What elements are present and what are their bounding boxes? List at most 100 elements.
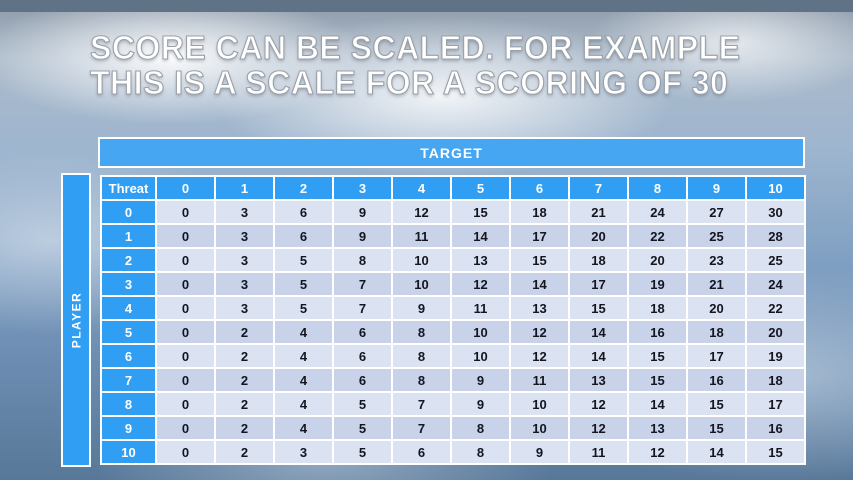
score-cell: 9: [511, 441, 568, 463]
col-header-1: 1: [216, 177, 273, 199]
score-cell: 15: [570, 297, 627, 319]
score-cell: 7: [334, 273, 391, 295]
score-cell: 23: [688, 249, 745, 271]
score-cell: 18: [570, 249, 627, 271]
col-header-3: 3: [334, 177, 391, 199]
score-cell: 20: [688, 297, 745, 319]
score-cell: 21: [688, 273, 745, 295]
score-cell: 6: [275, 225, 332, 247]
score-cell: 15: [747, 441, 804, 463]
score-cell: 16: [688, 369, 745, 391]
score-cell: 8: [393, 345, 450, 367]
score-cell: 15: [511, 249, 568, 271]
score-cell: 25: [747, 249, 804, 271]
score-cell: 6: [334, 345, 391, 367]
score-cell: 18: [629, 297, 686, 319]
score-cell: 0: [157, 345, 214, 367]
score-cell: 28: [747, 225, 804, 247]
score-cell: 10: [393, 273, 450, 295]
score-cell: 3: [216, 201, 273, 223]
row-header-9: 9: [102, 417, 155, 439]
score-cell: 19: [629, 273, 686, 295]
score-cell: 9: [452, 369, 509, 391]
score-cell: 0: [157, 441, 214, 463]
row-header-4: 4: [102, 297, 155, 319]
score-cell: 12: [452, 273, 509, 295]
score-cell: 3: [216, 273, 273, 295]
score-cell: 11: [570, 441, 627, 463]
score-cell: 8: [452, 441, 509, 463]
score-cell: 9: [334, 225, 391, 247]
score-cell: 0: [157, 417, 214, 439]
score-cell: 7: [393, 393, 450, 415]
score-cell: 11: [452, 297, 509, 319]
col-header-0: 0: [157, 177, 214, 199]
score-cell: 15: [629, 369, 686, 391]
score-cell: 15: [452, 201, 509, 223]
score-cell: 14: [511, 273, 568, 295]
score-cell: 21: [570, 201, 627, 223]
score-cell: 2: [216, 321, 273, 343]
row-header-10: 10: [102, 441, 155, 463]
score-cell: 3: [216, 297, 273, 319]
col-header-8: 8: [629, 177, 686, 199]
score-cell: 16: [629, 321, 686, 343]
row-header-6: 6: [102, 345, 155, 367]
score-cell: 14: [452, 225, 509, 247]
score-cell: 9: [452, 393, 509, 415]
score-cell: 14: [570, 345, 627, 367]
score-cell: 20: [747, 321, 804, 343]
score-cell: 14: [570, 321, 627, 343]
score-cell: 2: [216, 417, 273, 439]
score-cell: 4: [275, 393, 332, 415]
col-header-7: 7: [570, 177, 627, 199]
threat-corner-label: Threat: [102, 177, 155, 199]
score-cell: 5: [334, 393, 391, 415]
score-cell: 20: [570, 225, 627, 247]
score-cell: 0: [157, 201, 214, 223]
score-cell: 7: [334, 297, 391, 319]
score-cell: 0: [157, 393, 214, 415]
score-cell: 0: [157, 249, 214, 271]
score-cell: 10: [452, 345, 509, 367]
score-cell: 3: [216, 249, 273, 271]
row-header-3: 3: [102, 273, 155, 295]
score-cell: 3: [275, 441, 332, 463]
score-cell: 12: [570, 393, 627, 415]
score-cell: 30: [747, 201, 804, 223]
slide-title: SCORE CAN BE SCALED. FOR EXAMPLE THIS IS…: [89, 29, 741, 102]
title-line-2: THIS IS A SCALE FOR A SCORING OF 30: [89, 64, 729, 102]
score-cell: 4: [275, 417, 332, 439]
score-cell: 15: [688, 417, 745, 439]
col-header-9: 9: [688, 177, 745, 199]
row-header-1: 1: [102, 225, 155, 247]
title-line-1: SCORE CAN BE SCALED. FOR EXAMPLE: [89, 29, 741, 66]
score-cell: 8: [393, 321, 450, 343]
score-cell: 18: [747, 369, 804, 391]
score-cell: 15: [688, 393, 745, 415]
score-cell: 0: [157, 297, 214, 319]
score-cell: 7: [393, 417, 450, 439]
score-cell: 13: [511, 297, 568, 319]
score-cell: 20: [629, 249, 686, 271]
score-cell: 12: [393, 201, 450, 223]
row-header-5: 5: [102, 321, 155, 343]
col-header-4: 4: [393, 177, 450, 199]
row-header-0: 0: [102, 201, 155, 223]
score-cell: 0: [157, 369, 214, 391]
score-cell: 14: [629, 393, 686, 415]
score-cell: 5: [275, 249, 332, 271]
score-cell: 15: [629, 345, 686, 367]
score-cell: 27: [688, 201, 745, 223]
score-cell: 2: [216, 345, 273, 367]
score-cell: 12: [511, 345, 568, 367]
score-cell: 25: [688, 225, 745, 247]
score-cell: 14: [688, 441, 745, 463]
col-header-2: 2: [275, 177, 332, 199]
row-header-8: 8: [102, 393, 155, 415]
score-cell: 8: [334, 249, 391, 271]
top-strip: [0, 0, 853, 12]
score-cell: 13: [570, 369, 627, 391]
score-cell: 8: [452, 417, 509, 439]
score-cell: 22: [747, 297, 804, 319]
